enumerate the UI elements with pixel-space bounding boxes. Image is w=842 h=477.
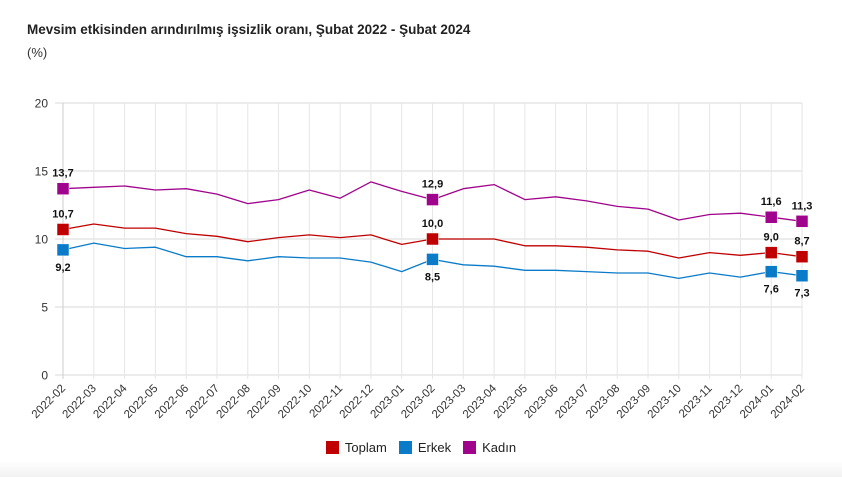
legend: Toplam Erkek Kadın [0, 440, 842, 455]
data-label-toplam: 8,7 [794, 236, 809, 248]
legend-swatch-erkek [398, 441, 412, 454]
marker-toplam [764, 246, 778, 259]
data-label-erkek: 7,3 [794, 288, 809, 300]
data-label-erkek: 8,5 [425, 271, 440, 283]
legend-label-kadin: Kadın [482, 440, 517, 455]
data-label-toplam: 9,0 [764, 232, 779, 244]
data-label-kadin: 13,7 [52, 168, 73, 180]
marker-toplam [426, 232, 439, 246]
marker-kadin [795, 215, 809, 228]
marker-erkek [764, 265, 778, 278]
marker-kadin [426, 193, 439, 206]
x-axis: 2022-022022-032022-042022-052022-062022-… [30, 382, 807, 421]
data-labels: 10,7 10,0 9,0 8,7 9,2 8,5 7,6 7,3 13,7 12,9 11,6 11… [52, 168, 812, 300]
marker-kadin [56, 182, 70, 195]
legend-label-erkek: Erkek [417, 440, 452, 455]
legend-swatch-kadin [463, 441, 477, 454]
legend-item-kadin[interactable]: Kadın [463, 440, 516, 455]
chart-subtitle: (%) [27, 45, 48, 60]
data-label-kadin: 11,3 [792, 200, 813, 212]
chart-title: Mevsim etkisinden arındırılmış işsizlik … [27, 22, 471, 37]
marker-toplam [56, 223, 70, 236]
y-tick-label: 5 [41, 301, 48, 315]
x-tick-label: 2023-10 [646, 383, 684, 421]
data-label-erkek: 7,6 [764, 284, 779, 296]
marker-erkek [795, 269, 809, 282]
series-markers [56, 182, 809, 282]
legend-item-toplam[interactable]: Toplam [325, 440, 387, 455]
marker-kadin [764, 210, 778, 224]
bottom-bar [0, 460, 842, 477]
y-tick-label: 20 [35, 97, 49, 111]
marker-toplam [795, 250, 809, 263]
y-tick-label: 10 [35, 233, 49, 247]
marker-erkek [426, 253, 439, 266]
legend-label-toplam: Toplam [344, 440, 387, 455]
legend-swatch-toplam [325, 441, 339, 454]
line-chart: 0 5 10 15 20 2022-022022-032022-042022-05202… [30, 97, 813, 421]
data-label-kadin: 11,6 [761, 196, 782, 208]
data-label-toplam: 10,7 [52, 208, 73, 220]
data-label-erkek: 9,2 [55, 262, 70, 274]
x-tick-label: 2022-10 [276, 383, 314, 421]
y-tick-label: 0 [41, 369, 48, 383]
legend-item-erkek[interactable]: Erkek [398, 440, 452, 455]
data-label-toplam: 10,0 [422, 218, 443, 230]
y-tick-label: 15 [35, 165, 49, 179]
x-tick-label: 2024-02 [769, 383, 807, 421]
data-label-kadin: 12,9 [422, 179, 443, 191]
grid [55, 102, 803, 379]
y-axis: 0 5 10 15 20 [35, 97, 49, 383]
marker-erkek [56, 243, 70, 257]
